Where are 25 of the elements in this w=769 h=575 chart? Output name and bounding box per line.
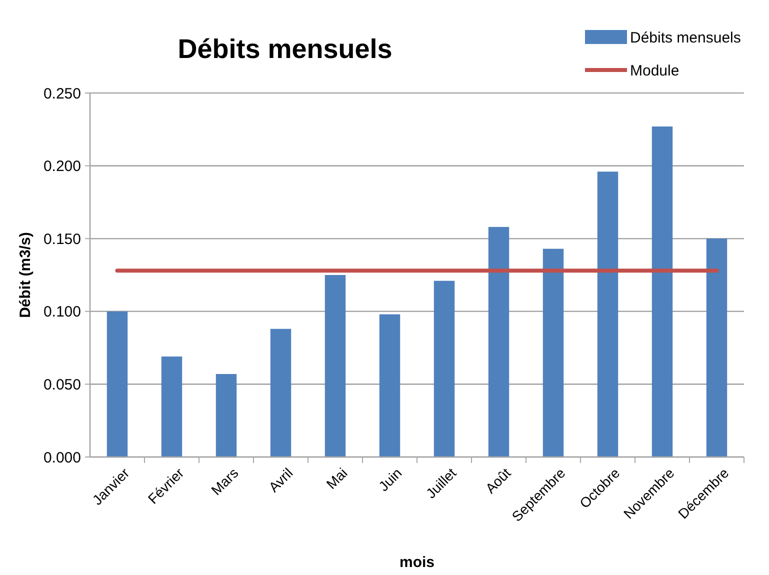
- bar: [324, 275, 346, 457]
- y-tick-label: 0.150: [43, 230, 81, 248]
- bar: [106, 311, 128, 457]
- y-axis-title: Débit (m3/s): [17, 232, 34, 318]
- y-tick-label: 0.200: [43, 158, 81, 176]
- bar: [542, 248, 564, 457]
- legend-label: Débits mensuels: [630, 29, 741, 46]
- x-axis-title: mois: [399, 554, 435, 571]
- y-tick-label: 0.000: [43, 449, 81, 466]
- chart-title: Débits mensuels: [178, 34, 392, 64]
- bar: [434, 280, 455, 457]
- bar: [270, 328, 292, 457]
- bar: [652, 126, 673, 457]
- bar: [706, 238, 728, 457]
- legend-label: Module: [630, 62, 680, 80]
- x-tick-label: Juin: [375, 464, 405, 494]
- y-tick-label: 0.250: [43, 85, 81, 102]
- bar: [379, 314, 400, 457]
- bar: [161, 356, 182, 457]
- y-tick-label: 0.050: [43, 376, 81, 394]
- bar: [216, 374, 237, 457]
- y-tick-label: 0.100: [43, 304, 81, 321]
- x-tick-label: Mai: [323, 464, 350, 492]
- bar: [488, 226, 510, 457]
- bar: [597, 172, 618, 457]
